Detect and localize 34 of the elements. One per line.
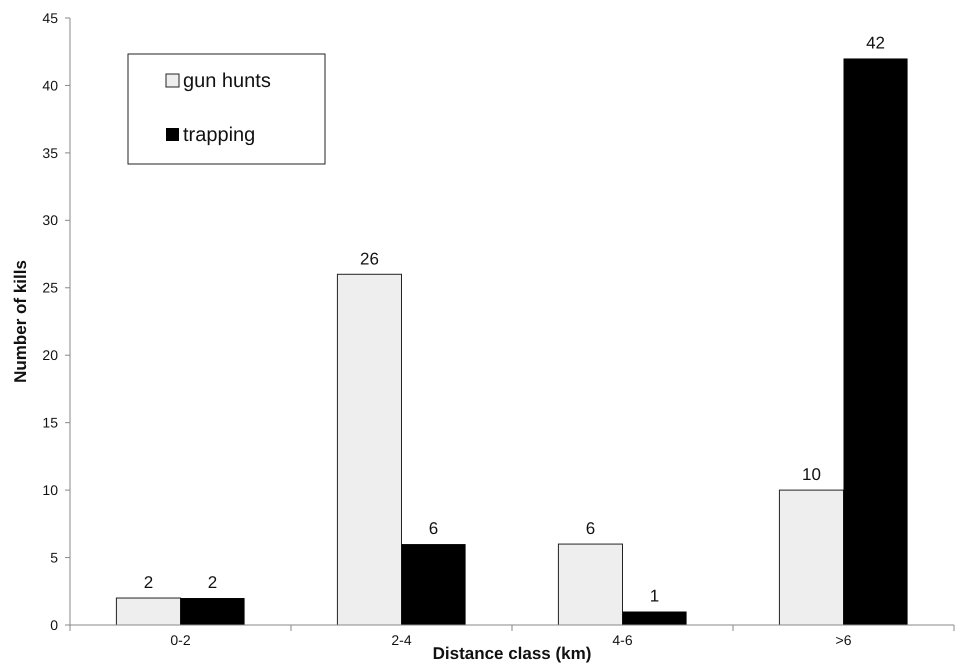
data-label: 2 <box>208 573 218 592</box>
y-tick-label: 40 <box>42 77 58 94</box>
data-label: 6 <box>428 519 438 538</box>
y-tick-label: 30 <box>42 212 58 228</box>
data-label: 42 <box>866 33 886 52</box>
y-tick-label: 0 <box>50 616 58 633</box>
x-tick-label: 4-6 <box>612 632 633 648</box>
data-label: 6 <box>586 519 596 538</box>
bar <box>622 612 687 625</box>
y-tick-label: 25 <box>42 280 58 296</box>
bar <box>180 598 245 625</box>
x-tick-label: 2-4 <box>391 632 412 648</box>
data-label: 10 <box>802 465 821 484</box>
y-axis-title: Number of kills <box>11 260 30 383</box>
bar <box>336 274 402 626</box>
bar <box>844 58 908 625</box>
y-tick-label: 5 <box>50 549 58 566</box>
y-tick-label: 15 <box>42 414 58 431</box>
x-tick-label: >6 <box>836 632 852 648</box>
x-axis-title: Distance class (km) <box>432 644 592 663</box>
bar <box>116 598 181 626</box>
legend-label: trapping <box>183 124 256 146</box>
data-label: 26 <box>360 249 379 268</box>
bar <box>778 490 844 626</box>
y-tick-label: 10 <box>42 482 58 498</box>
x-tick-label: 0-2 <box>170 632 191 648</box>
bar <box>402 544 466 625</box>
y-tick-label: 45 <box>42 10 58 26</box>
legend-label: gun hunts <box>183 70 271 92</box>
bar <box>558 544 623 626</box>
data-label: 2 <box>144 573 154 592</box>
y-tick-label: 35 <box>42 144 58 161</box>
data-label: 1 <box>650 586 660 606</box>
y-tick-label: 20 <box>42 347 58 364</box>
